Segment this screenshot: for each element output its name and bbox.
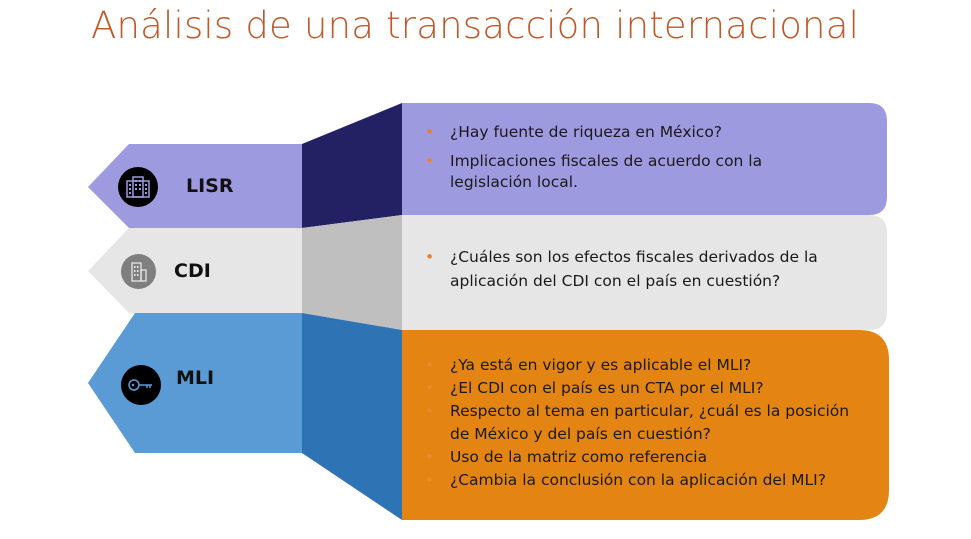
bullet-dot-icon: •: [425, 471, 435, 489]
bullet-text: Implicaciones fiscales de acuerdo con la…: [450, 152, 763, 191]
mli-label: MLI: [176, 367, 215, 389]
bullet-item: • Respecto al tema en particular, ¿cuál e…: [402, 400, 872, 446]
bullet-text: ¿Cambia la conclusión con la aplicación …: [450, 471, 826, 489]
lisr-bullets: • ¿Hay fuente de riqueza en México? • Impl…: [402, 122, 842, 193]
bullet-item: • ¿El CDI con el país es un CTA por el ML…: [402, 377, 872, 400]
bullet-item: • Implicaciones fiscales de acuerdo con l…: [402, 151, 842, 193]
cdi-arrow: [88, 228, 302, 313]
mli-bullets: • ¿Ya está en vigor y es aplicable el MLI…: [402, 354, 872, 492]
bullet-dot-icon: •: [425, 152, 435, 170]
building-icon: [121, 254, 156, 289]
bullet-text: ¿Hay fuente de riqueza en México?: [450, 123, 723, 141]
cdi-bullets: • ¿Cuáles son los efectos fiscales deriva…: [402, 245, 842, 293]
bullet-text: ¿Ya está en vigor y es aplicable el MLI?: [450, 356, 752, 374]
bullet-dot-icon: •: [425, 379, 435, 397]
bullet-dot-icon: •: [425, 448, 435, 466]
bullet-dot-icon: •: [425, 402, 435, 420]
bullet-item: • ¿Cuáles son los efectos fiscales deriva…: [402, 245, 842, 293]
lisr-arrow: [88, 144, 302, 228]
lisr-connector: [302, 103, 402, 228]
bullet-item: • ¿Cambia la conclusión con la aplicación…: [402, 469, 872, 492]
bullet-text: Respecto al tema en particular, ¿cuál es…: [450, 402, 850, 443]
bullet-item: • Uso de la matriz como referencia: [402, 446, 872, 469]
bullet-dot-icon: •: [425, 248, 435, 266]
slide-title: Análisis de una transacción internaciona…: [90, 4, 860, 47]
bullet-item: • ¿Ya está en vigor y es aplicable el MLI…: [402, 354, 872, 377]
mli-connector: [302, 313, 402, 520]
bullet-text: ¿El CDI con el país es un CTA por el MLI…: [450, 379, 764, 397]
bullet-text: ¿Cuáles son los efectos fiscales derivad…: [450, 248, 818, 290]
office-building-icon: [118, 167, 158, 207]
bullet-text: Uso de la matriz como referencia: [450, 448, 708, 466]
bullet-item: • ¿Hay fuente de riqueza en México?: [402, 122, 842, 143]
cdi-box: [402, 215, 887, 330]
bullet-dot-icon: •: [425, 123, 435, 141]
lisr-box: [402, 103, 887, 215]
cdi-connector: [302, 215, 402, 330]
mli-box: [402, 330, 889, 520]
cdi-label: CDI: [174, 260, 211, 282]
bullet-dot-icon: •: [425, 356, 435, 374]
mli-arrow: [88, 313, 302, 453]
lisr-label: LISR: [186, 175, 234, 197]
key-icon: [121, 365, 161, 405]
